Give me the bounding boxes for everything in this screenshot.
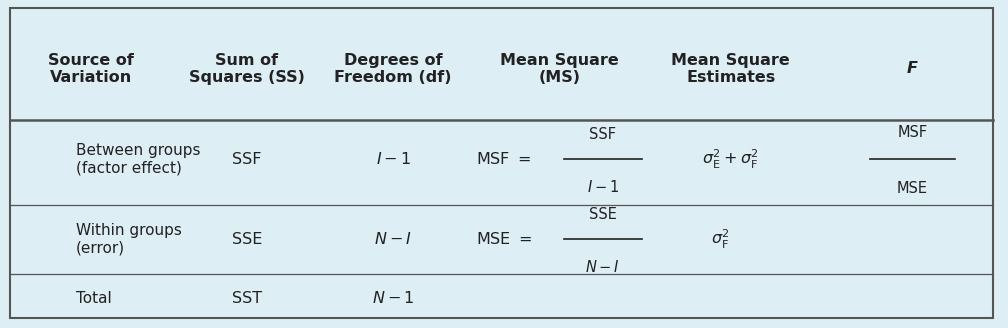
Text: SSE: SSE [232, 232, 262, 247]
Text: $N-1$: $N-1$ [372, 291, 414, 306]
Text: MSE $=$: MSE $=$ [476, 232, 532, 247]
Text: Mean Square
Estimates: Mean Square Estimates [671, 53, 790, 85]
Text: Within groups
(error): Within groups (error) [76, 223, 181, 256]
FancyBboxPatch shape [10, 8, 993, 318]
Text: SST: SST [232, 291, 262, 306]
Text: MSE: MSE [897, 181, 927, 196]
Text: SSF: SSF [232, 152, 262, 167]
Text: $\sigma_\mathrm{F}^2$: $\sigma_\mathrm{F}^2$ [712, 228, 730, 251]
Text: $\sigma_\mathrm{E}^2 + \sigma_\mathrm{F}^2$: $\sigma_\mathrm{E}^2 + \sigma_\mathrm{F}… [703, 148, 759, 171]
Text: MSF $=$: MSF $=$ [477, 151, 531, 167]
Text: Sum of
Squares (SS): Sum of Squares (SS) [190, 53, 304, 85]
Text: Source of
Variation: Source of Variation [47, 53, 134, 85]
Text: SSE: SSE [589, 207, 617, 222]
Text: $N-I$: $N-I$ [586, 259, 620, 275]
Text: SSF: SSF [590, 127, 616, 142]
Text: Total: Total [76, 291, 111, 306]
Text: MSF: MSF [897, 125, 927, 140]
Text: $I-1$: $I-1$ [376, 151, 410, 167]
Text: $I-1$: $I-1$ [587, 179, 619, 195]
Text: $N-I$: $N-I$ [374, 232, 412, 247]
Text: Degrees of
Freedom (df): Degrees of Freedom (df) [335, 53, 452, 85]
Text: Between groups
(factor effect): Between groups (factor effect) [76, 143, 201, 175]
Text: Mean Square
(MS): Mean Square (MS) [500, 53, 619, 85]
Text: F: F [907, 61, 917, 76]
